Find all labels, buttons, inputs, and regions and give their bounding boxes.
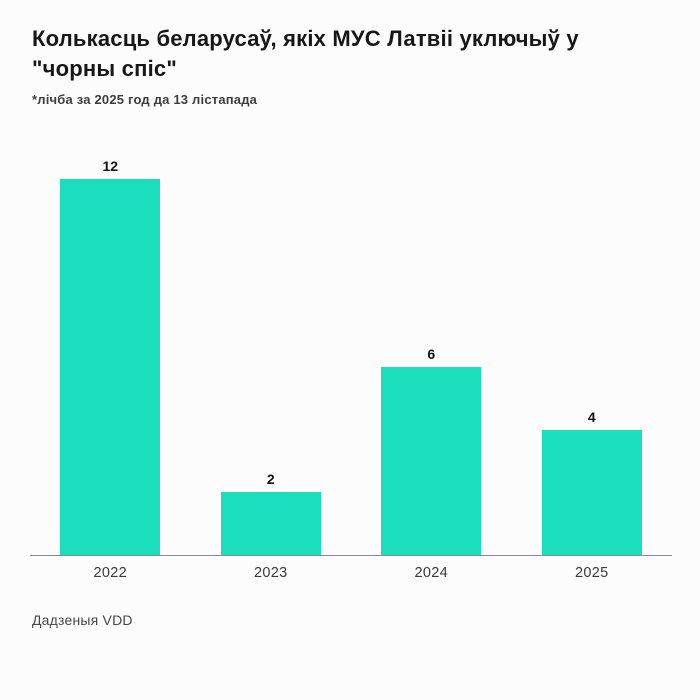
bar-2022 [60, 179, 161, 556]
bar-group-2023: 2 [191, 471, 352, 556]
bar-group-2022: 12 [30, 158, 191, 556]
bar-2023 [220, 492, 321, 556]
chart-subtitle: *лічба за 2025 год да 13 лістапада [32, 92, 258, 108]
x-axis-labels: 2022 2023 2024 2025 [30, 556, 672, 581]
bar-value-label: 2 [266, 471, 275, 488]
bar-group-2025: 4 [512, 409, 673, 556]
chart-title: Колькасць беларусаў, якіх МУС Латвіі укл… [32, 26, 579, 81]
x-tick-2023: 2023 [254, 565, 288, 582]
bar-value-label: 4 [587, 409, 596, 426]
bar-2025 [541, 430, 642, 556]
x-tick-2022: 2022 [93, 565, 127, 582]
bar-group-2024: 6 [351, 346, 512, 556]
bar-chart: 12 2 6 4 2022 2023 2024 2025 [30, 158, 673, 581]
bar-value-label: 6 [427, 346, 436, 363]
bar-2024 [381, 367, 482, 556]
data-source: Дадзеныя VDD [32, 612, 133, 629]
bar-value-label: 12 [102, 158, 119, 175]
x-tick-2024: 2024 [414, 565, 448, 582]
chart-header: Колькасць беларусаў, якіх МУС Латвіі укл… [0, 0, 700, 107]
plot-area: 12 2 6 4 [30, 158, 673, 557]
x-tick-2025: 2025 [575, 565, 609, 582]
